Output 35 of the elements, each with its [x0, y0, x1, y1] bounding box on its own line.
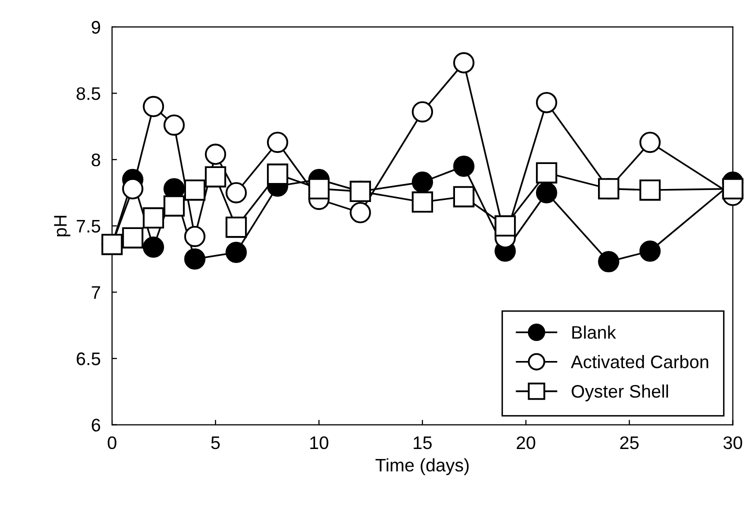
- point: [598, 178, 620, 200]
- x-tick-label: 5: [211, 436, 220, 450]
- point: [164, 195, 185, 217]
- y-tick-label: 7: [92, 286, 100, 299]
- legend-label: Oyster Shell: [572, 384, 668, 402]
- x-tick-label: 0: [108, 436, 116, 450]
- point: [226, 242, 247, 264]
- point: [122, 178, 144, 200]
- point: [536, 182, 558, 204]
- point: [308, 178, 330, 200]
- x-tick-label: 10: [310, 436, 328, 450]
- x-tick-label: 25: [620, 436, 639, 450]
- x-tick-label: 30: [723, 436, 742, 450]
- x-tick-label: 15: [414, 436, 432, 450]
- point: [494, 215, 516, 237]
- y-tick-label: 6.5: [76, 352, 100, 366]
- point: [453, 156, 474, 177]
- point: [639, 240, 661, 262]
- point: [412, 171, 434, 193]
- x-axis-title: Time (days): [376, 458, 469, 476]
- x-tick-label: 20: [516, 436, 536, 450]
- y-axis-title: pH: [54, 216, 70, 236]
- point: [266, 164, 288, 185]
- point: [204, 166, 226, 188]
- y-tick-label: 8: [92, 154, 100, 166]
- legend-label: Activated Carbon: [570, 355, 708, 368]
- point: [142, 236, 164, 258]
- y-tick-label: 9: [92, 20, 100, 34]
- point: [722, 178, 744, 200]
- y-tick-label: 6: [92, 418, 100, 432]
- y-tick-label: 7.5: [76, 220, 100, 233]
- point: [598, 251, 620, 272]
- y-tick-label: 8.5: [76, 87, 100, 100]
- legend-label: Blank: [572, 326, 616, 339]
- point: [184, 248, 206, 270]
